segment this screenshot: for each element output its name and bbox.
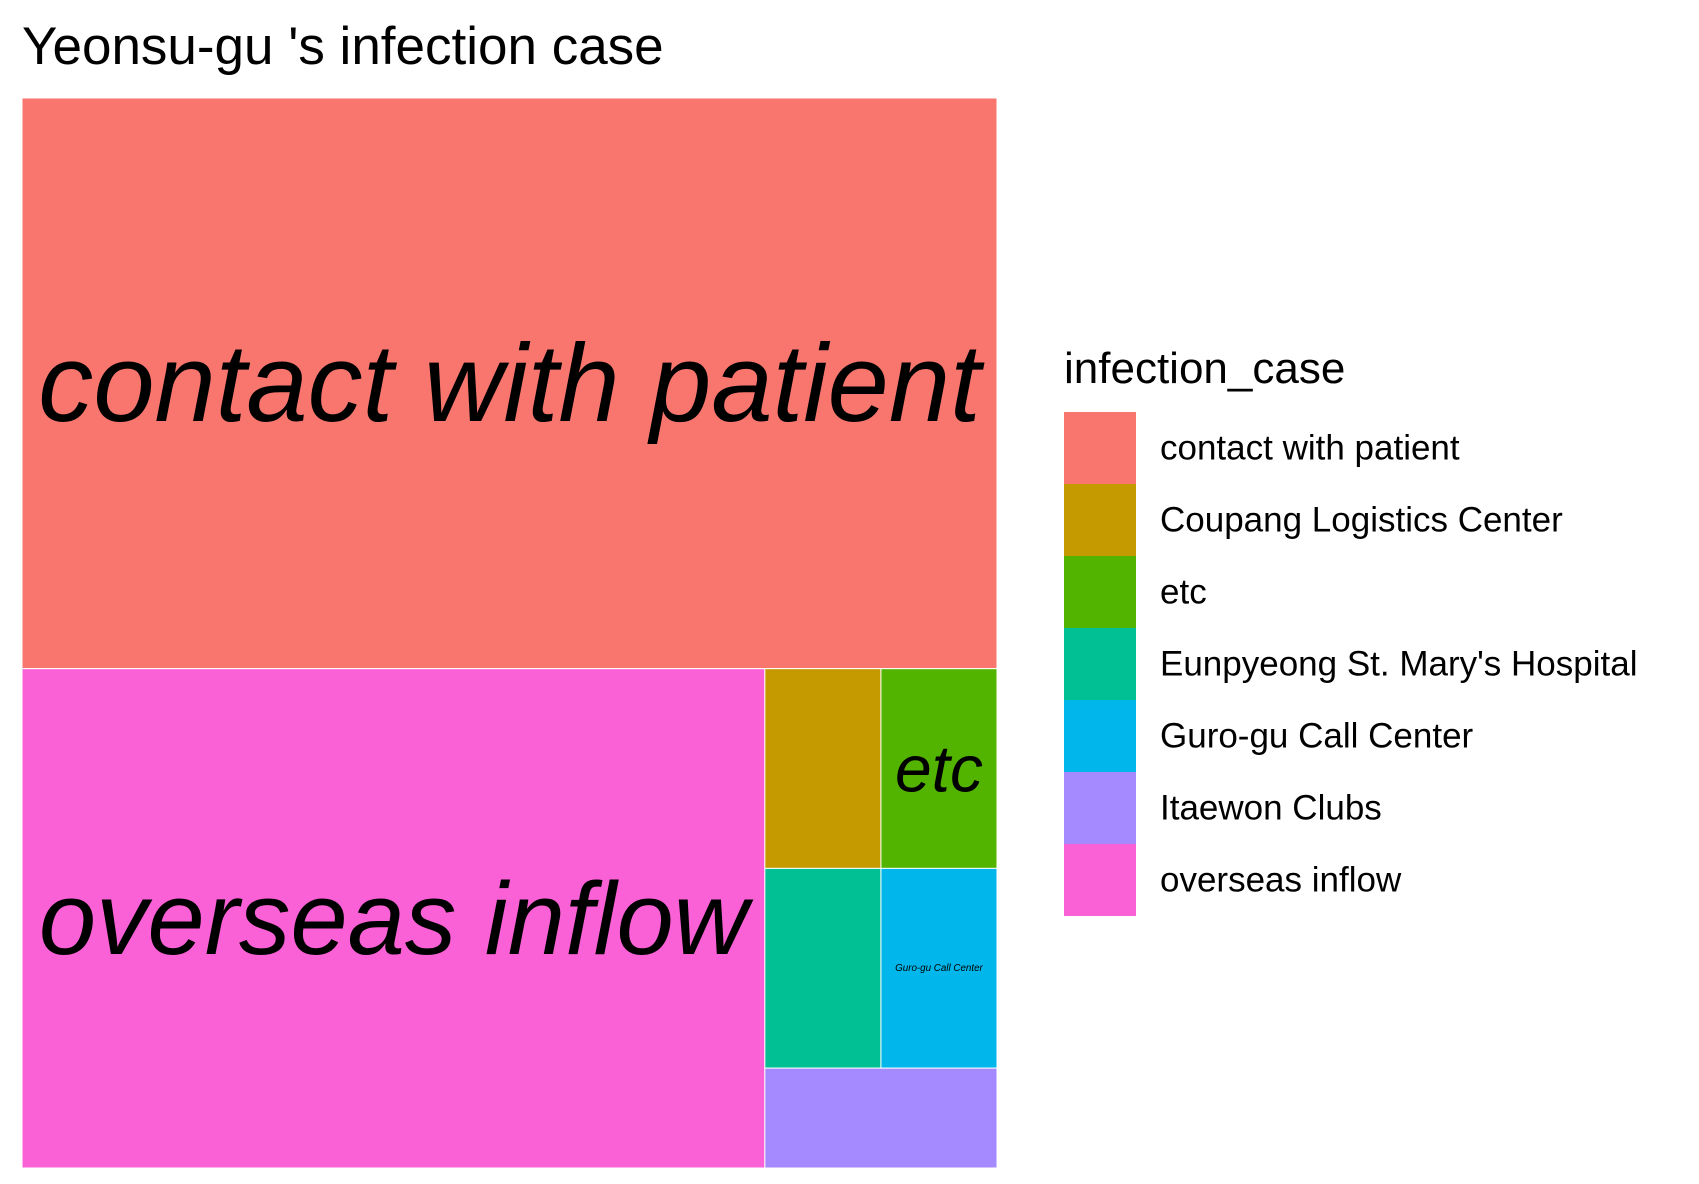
- legend-keys: contact with patient Coupang Logistics Ce…: [1064, 412, 1637, 916]
- tile-contact-with-patient: [21, 97, 998, 670]
- legend-swatch-eunpyeong-st-mary-s-hospital: [1064, 628, 1136, 700]
- legend-label-eunpyeong-st-mary-s-hospital: Eunpyeong St. Mary's Hospital: [1160, 645, 1637, 684]
- tile-label-overseas-inflow: overseas inflow: [39, 861, 754, 976]
- legend-title: infection_case: [1064, 344, 1345, 393]
- legend-swatch-etc: [1064, 556, 1136, 628]
- legend: infection_case contact with patient Coupa…: [1064, 344, 1637, 916]
- tile-label-contact-with-patient: contact with patient: [38, 322, 985, 445]
- tile-coupang-logistics-center: [764, 668, 882, 869]
- legend-label-coupang-logistics-center: Coupang Logistics Center: [1160, 501, 1563, 540]
- tile-guro-gu-call-center: [880, 867, 998, 1069]
- legend-label-overseas-inflow: overseas inflow: [1160, 861, 1402, 900]
- legend-swatch-guro-gu-call-center: [1064, 700, 1136, 772]
- legend-label-itaewon-clubs: Itaewon Clubs: [1160, 789, 1382, 828]
- tile-itaewon-clubs: [764, 1067, 998, 1169]
- tile-label-guro-gu-call-center: Guro-gu Call Center: [895, 963, 983, 974]
- legend-swatch-coupang-logistics-center: [1064, 484, 1136, 556]
- legend-swatch-overseas-inflow: [1064, 844, 1136, 916]
- tile-overseas-inflow: [21, 668, 766, 1169]
- treemap-tiles: contact with patient overseas inflow etc Gu…: [21, 97, 998, 1169]
- legend-swatch-contact-with-patient: [1064, 412, 1136, 484]
- tile-eunpyeong-st-mary-s-hospital: [764, 867, 882, 1069]
- legend-label-guro-gu-call-center: Guro-gu Call Center: [1160, 717, 1474, 756]
- tile-etc: [880, 668, 998, 869]
- legend-swatch-itaewon-clubs: [1064, 772, 1136, 844]
- legend-label-etc: etc: [1160, 573, 1207, 612]
- legend-label-contact-with-patient: contact with patient: [1160, 429, 1460, 468]
- tile-label-etc: etc: [895, 732, 983, 806]
- chart-title: Yeonsu-gu 's infection case: [22, 17, 664, 76]
